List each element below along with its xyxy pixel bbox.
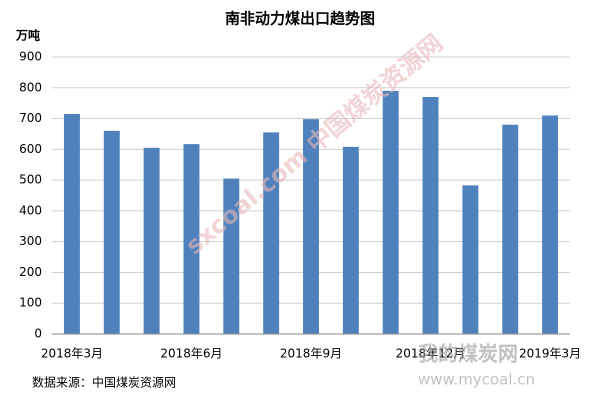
- y-tick-label: 800: [19, 80, 42, 94]
- y-tick-label: 200: [19, 265, 42, 279]
- bar: [63, 113, 80, 334]
- bar: [143, 147, 160, 334]
- watermark: www.mycoal.cn: [418, 371, 535, 389]
- bar: [422, 97, 439, 334]
- bar: [303, 119, 319, 334]
- y-axis-label: 万吨: [15, 28, 40, 43]
- bar: [382, 90, 399, 334]
- bar: [462, 185, 479, 334]
- x-tick-label: 2018年6月: [160, 347, 222, 361]
- y-tick-label: 500: [19, 173, 42, 187]
- y-tick-label: 600: [19, 142, 42, 156]
- bar: [502, 124, 519, 334]
- x-tick-label: 2018年12月: [396, 347, 466, 361]
- y-tick-label: 900: [19, 50, 42, 64]
- bar: [542, 115, 559, 334]
- bar: [103, 130, 120, 334]
- y-tick-label: 100: [19, 296, 42, 310]
- y-tick-label: 300: [19, 234, 42, 248]
- bar: [183, 144, 200, 334]
- y-tick-label: 0: [34, 327, 42, 341]
- bar: [342, 146, 359, 334]
- y-tick-label: 700: [19, 111, 42, 125]
- source: 数据来源：中国煤炭资源网: [32, 375, 176, 390]
- watermark: 我的煤炭网: [418, 342, 518, 366]
- bar: [223, 178, 240, 334]
- x-tick-label: 2018年3月: [41, 347, 103, 361]
- x-tick-label: 2018年9月: [280, 347, 342, 361]
- x-tick-label: 2019年3月: [519, 347, 581, 361]
- bar: [263, 132, 280, 334]
- chart-title: 南非动力煤出口趋势图: [225, 10, 375, 28]
- y-tick-label: 400: [19, 203, 42, 217]
